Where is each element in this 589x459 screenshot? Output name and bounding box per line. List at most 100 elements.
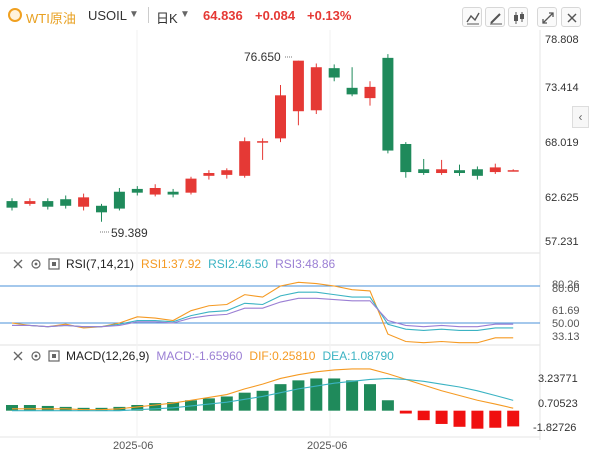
rsi-title: RSI(7,14,21) — [66, 257, 135, 271]
settings-icon[interactable] — [30, 258, 42, 270]
expand-pane-icon[interactable] — [48, 258, 60, 270]
rsi-tick: 50.00 — [552, 318, 580, 330]
candle-body — [60, 199, 72, 206]
candle-body — [382, 57, 394, 151]
candle-body — [42, 201, 54, 207]
candle-body — [454, 170, 465, 174]
macd-bar — [6, 404, 18, 411]
candle-body — [328, 68, 340, 78]
macd-bar — [292, 380, 305, 411]
dif-line — [12, 368, 514, 411]
candle-body — [275, 95, 286, 139]
dea-value: DEA:1.08790 — [322, 349, 394, 363]
candle-body — [239, 141, 251, 176]
close-button[interactable] — [561, 7, 581, 27]
rsi2-line — [12, 291, 514, 331]
interval-dropdown-icon[interactable]: ▼ — [180, 9, 190, 20]
rsi3-value: RSI3:48.86 — [275, 257, 336, 271]
candle-body — [346, 87, 358, 95]
macd-bar — [274, 384, 287, 411]
rsi2-value: RSI2:46.50 — [208, 257, 269, 271]
candle-body — [149, 187, 161, 195]
macd-bar — [167, 402, 180, 411]
high-price-label: 76.650 — [244, 50, 281, 64]
chart-header: WTI原油 USOIL ▼ 日K ▼ 64.836 +0.084 +0.13% — [0, 0, 589, 30]
last-price: 64.836 — [203, 8, 243, 23]
dea-line — [12, 377, 514, 412]
macd-bar — [489, 410, 502, 428]
candle-body — [400, 143, 412, 173]
price-tick: 78.808 — [545, 34, 579, 46]
macd-bar — [364, 384, 376, 411]
candle-body — [131, 188, 143, 193]
candle-body — [96, 205, 107, 213]
macd-bar — [149, 403, 162, 411]
rsi-tick: 80.00 — [552, 283, 580, 295]
macd-legend: MACD(12,26,9) MACD:-1.65960 DIF:0.25810 … — [12, 349, 394, 363]
macd-bar — [346, 380, 359, 411]
candle-body — [257, 141, 269, 143]
interval-selector[interactable]: 日K — [156, 11, 178, 26]
candle-body — [24, 201, 36, 204]
candle-body — [203, 173, 215, 176]
candle-body — [78, 197, 90, 207]
rsi-tick: 61.69 — [552, 305, 580, 317]
draw-button[interactable] — [485, 7, 505, 27]
candle-body — [167, 191, 179, 195]
macd-bar — [471, 410, 484, 429]
rsi-tick: 33.13 — [552, 331, 580, 343]
candle-body — [310, 67, 322, 111]
candle-body — [489, 167, 501, 173]
candle-style-button[interactable] — [508, 7, 528, 27]
settings-icon[interactable] — [30, 350, 42, 362]
rsi1-value: RSI1:37.92 — [141, 257, 202, 271]
macd-bar — [131, 404, 144, 411]
candle-body — [364, 86, 376, 99]
macd-tick: 0.70523 — [538, 398, 578, 410]
oil-logo-icon — [8, 8, 22, 22]
price-tick: 68.019 — [545, 137, 579, 149]
macd-bar — [328, 378, 341, 411]
indicator-button[interactable] — [462, 7, 482, 27]
price-tick: 57.231 — [545, 236, 579, 248]
price-change-percent: +0.13% — [307, 8, 352, 23]
candle-body — [6, 201, 18, 208]
candle-body — [221, 170, 233, 175]
hide-indicator-icon[interactable] — [12, 258, 24, 270]
indicator-icon — [466, 12, 480, 25]
macd-bar — [399, 410, 412, 414]
header-divider — [148, 7, 149, 23]
symbol-code[interactable]: USOIL — [88, 8, 128, 23]
candle-style-icon — [514, 12, 524, 24]
macd-tick: -1.82726 — [533, 422, 577, 434]
rsi3-line — [12, 297, 514, 328]
symbol-name[interactable]: WTI原油 — [26, 11, 76, 26]
fullscreen-icon — [542, 12, 554, 24]
draw-icon — [490, 13, 502, 25]
candle-body — [507, 170, 519, 172]
fullscreen-button[interactable] — [537, 7, 557, 27]
macd-bar — [453, 410, 466, 427]
rsi-legend: RSI(7,14,21) RSI1:37.92 RSI2:46.50 RSI3:… — [12, 257, 335, 271]
expand-pane-icon[interactable] — [48, 350, 60, 362]
rsi1-line — [11, 281, 514, 344]
macd-tick: 3.23771 — [538, 373, 578, 385]
candle-body — [113, 191, 125, 209]
hide-indicator-icon[interactable] — [12, 350, 24, 362]
collapse-panel-icon[interactable]: ‹ — [572, 106, 589, 128]
symbol-dropdown-icon[interactable]: ▼ — [129, 9, 139, 20]
price-tick: 73.414 — [545, 82, 579, 94]
macd-value: MACD:-1.65960 — [156, 349, 243, 363]
macd-bar — [310, 378, 323, 411]
candle-body — [471, 169, 483, 176]
macd-bar — [220, 396, 233, 411]
macd-bar — [507, 410, 520, 427]
macd-bar — [381, 400, 394, 411]
price-tick: 62.625 — [545, 192, 579, 204]
close-icon — [567, 13, 577, 23]
date-tick: 2025-06 — [307, 440, 348, 452]
macd-bar — [417, 410, 430, 421]
candle-body — [418, 169, 430, 174]
dif-value: DIF:0.25810 — [249, 349, 316, 363]
